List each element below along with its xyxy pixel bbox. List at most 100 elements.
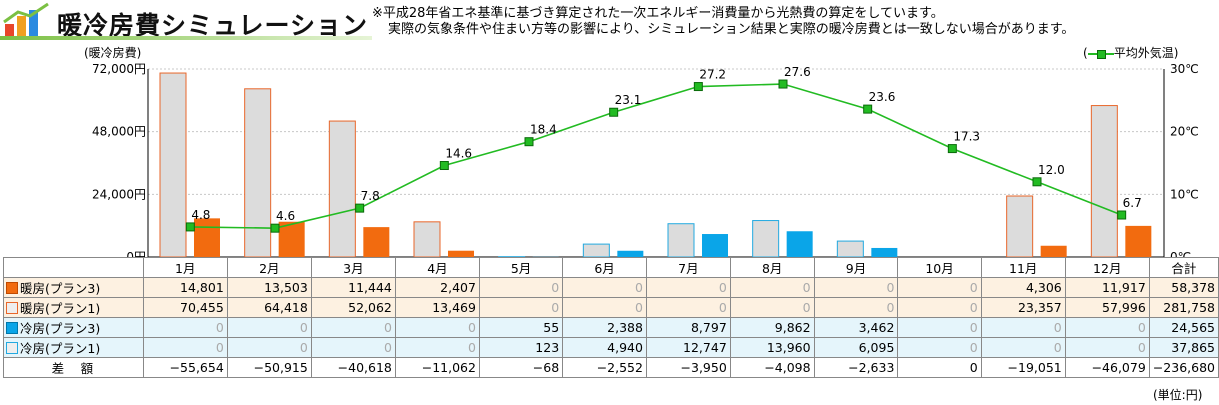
table-header-row: 1月 2月 3月 4月 5月 6月 7月 8月 9月 10月 11月 12月 合計 <box>3 257 1219 278</box>
y-tick-label: 0円 <box>126 250 146 260</box>
table-cell: 64,418 <box>226 297 312 318</box>
table-cell: 0 <box>310 337 396 358</box>
y2-tick-label: 20℃ <box>1170 125 1199 139</box>
data-label: 17.3 <box>953 130 980 144</box>
line-point <box>693 82 703 92</box>
series-swatch-icon <box>6 302 18 314</box>
table-cell: −68 <box>478 357 564 378</box>
table-cell: 0 <box>729 297 815 318</box>
table-cell: 0 <box>897 337 982 358</box>
row-header: 冷房(プラン3) <box>3 317 144 338</box>
table-cell: −55,654 <box>142 357 228 378</box>
table-cell: 0 <box>897 317 982 338</box>
series-swatch-icon <box>6 342 18 354</box>
bar <box>1090 105 1118 258</box>
table-row: 差 額 −55,654 −50,915 −40,618 −11,062 −68 −2,552… <box>3 357 1219 378</box>
row-header: 暖房(プラン1) <box>3 297 144 318</box>
table-cell: 0 <box>813 297 899 318</box>
row-header: 冷房(プラン1) <box>3 337 144 358</box>
data-label: 23.6 <box>869 90 896 104</box>
table-cell: 55 <box>478 317 564 338</box>
table-cell: 3,462 <box>813 317 899 338</box>
table-total-cell: 24,565 <box>1148 317 1219 338</box>
bar <box>617 250 644 257</box>
bar <box>1006 195 1034 258</box>
table-cell: 0 <box>813 277 899 298</box>
table-cell: 0 <box>897 277 982 298</box>
table-cell: 14,801 <box>142 277 228 298</box>
table-cell: 4,306 <box>980 277 1066 298</box>
table-cell: −3,950 <box>645 357 731 378</box>
y-axis-title: (暖冷房費) <box>84 46 142 60</box>
y2-tick-label: 0℃ <box>1170 250 1191 260</box>
table-cell: −40,618 <box>310 357 396 378</box>
line-point <box>524 137 534 147</box>
table-cell: 11,444 <box>310 277 396 298</box>
table-cell: 12,747 <box>645 337 731 358</box>
legend-line-label: 平均外気温 <box>1113 46 1174 60</box>
column-header: 7月 <box>645 257 731 278</box>
data-label: 27.6 <box>784 65 811 79</box>
table-cell: 0 <box>226 337 312 358</box>
column-header: 5月 <box>478 257 564 278</box>
bar <box>1040 245 1067 257</box>
line-point <box>439 161 449 171</box>
line-point <box>185 222 195 232</box>
table-total-cell: 37,865 <box>1148 337 1219 358</box>
series-swatch-icon <box>6 282 18 294</box>
data-label: 27.2 <box>699 68 726 82</box>
y2-tick-label: 10℃ <box>1170 187 1199 201</box>
table-cell: 0 <box>980 337 1066 358</box>
series-swatch-icon <box>6 322 18 334</box>
bar <box>1125 225 1152 257</box>
table-row: 冷房(プラン3) 0 0 0 0 55 2,388 8,797 9,862 3,462 0 0 0 24,… <box>3 317 1219 338</box>
table-cell: 11,917 <box>1064 277 1150 298</box>
data-label: 23.1 <box>615 93 642 107</box>
row-label: 冷房(プラン1) <box>20 341 101 356</box>
column-header: 11月 <box>980 257 1066 278</box>
title-underline <box>0 36 372 40</box>
table-cell: 8,797 <box>645 317 731 338</box>
table-cell: 0 <box>394 317 480 338</box>
bar <box>871 247 898 257</box>
table-cell: 13,503 <box>226 277 312 298</box>
table-cell: 0 <box>562 277 647 298</box>
column-header: 9月 <box>813 257 899 278</box>
line-legend: (平均外気温) <box>1083 46 1179 60</box>
table-cell: 2,407 <box>394 277 480 298</box>
bar <box>582 243 610 258</box>
bar <box>786 231 813 257</box>
table-cell: 13,469 <box>394 297 480 318</box>
data-label: 12.0 <box>1038 163 1065 177</box>
row-label: 暖房(プラン3) <box>20 281 101 296</box>
column-header: 6月 <box>562 257 647 278</box>
chart: 0円 24,000円 48,000円 72,000円 0℃ 10℃ 20℃ 30℃ 4.8 4.6… <box>92 62 1199 260</box>
bar <box>836 240 864 258</box>
table-cell: 13,960 <box>729 337 815 358</box>
bar <box>448 250 474 257</box>
table-cell: 0 <box>980 317 1066 338</box>
table-cell: −46,079 <box>1064 357 1150 378</box>
data-label: 4.6 <box>276 209 295 223</box>
column-header: 4月 <box>394 257 480 278</box>
column-header: 2月 <box>226 257 312 278</box>
y2-tick-label: 30℃ <box>1170 62 1199 76</box>
table-cell: 0 <box>562 297 647 318</box>
bar <box>194 218 220 257</box>
bar <box>702 234 728 257</box>
row-label: 差 額 <box>51 361 96 376</box>
column-header: 8月 <box>729 257 815 278</box>
table-row: 暖房(プラン3) 14,801 13,503 11,444 2,407 0 0 0 0 0 0 4,3… <box>3 277 1219 298</box>
table-cell: 23,357 <box>980 297 1066 318</box>
disclaimer-line-2: 実際の気象条件や住まい方等の影響により、シミュレーション結果と実際の暖冷房費とは… <box>388 22 1075 37</box>
table-cell: 2,388 <box>562 317 647 338</box>
table-cell: −4,098 <box>729 357 815 378</box>
data-table: 1月 2月 3月 4月 5月 6月 7月 8月 9月 10月 11月 12月 合計暖房(プラン3) 14,… <box>3 257 1219 378</box>
column-header: 3月 <box>310 257 396 278</box>
bar <box>413 221 441 258</box>
bar <box>667 223 695 258</box>
table-cell: 9,862 <box>729 317 815 338</box>
table-cell: −2,633 <box>813 357 899 378</box>
line-point <box>778 79 788 89</box>
table-cell: 0 <box>897 297 982 318</box>
